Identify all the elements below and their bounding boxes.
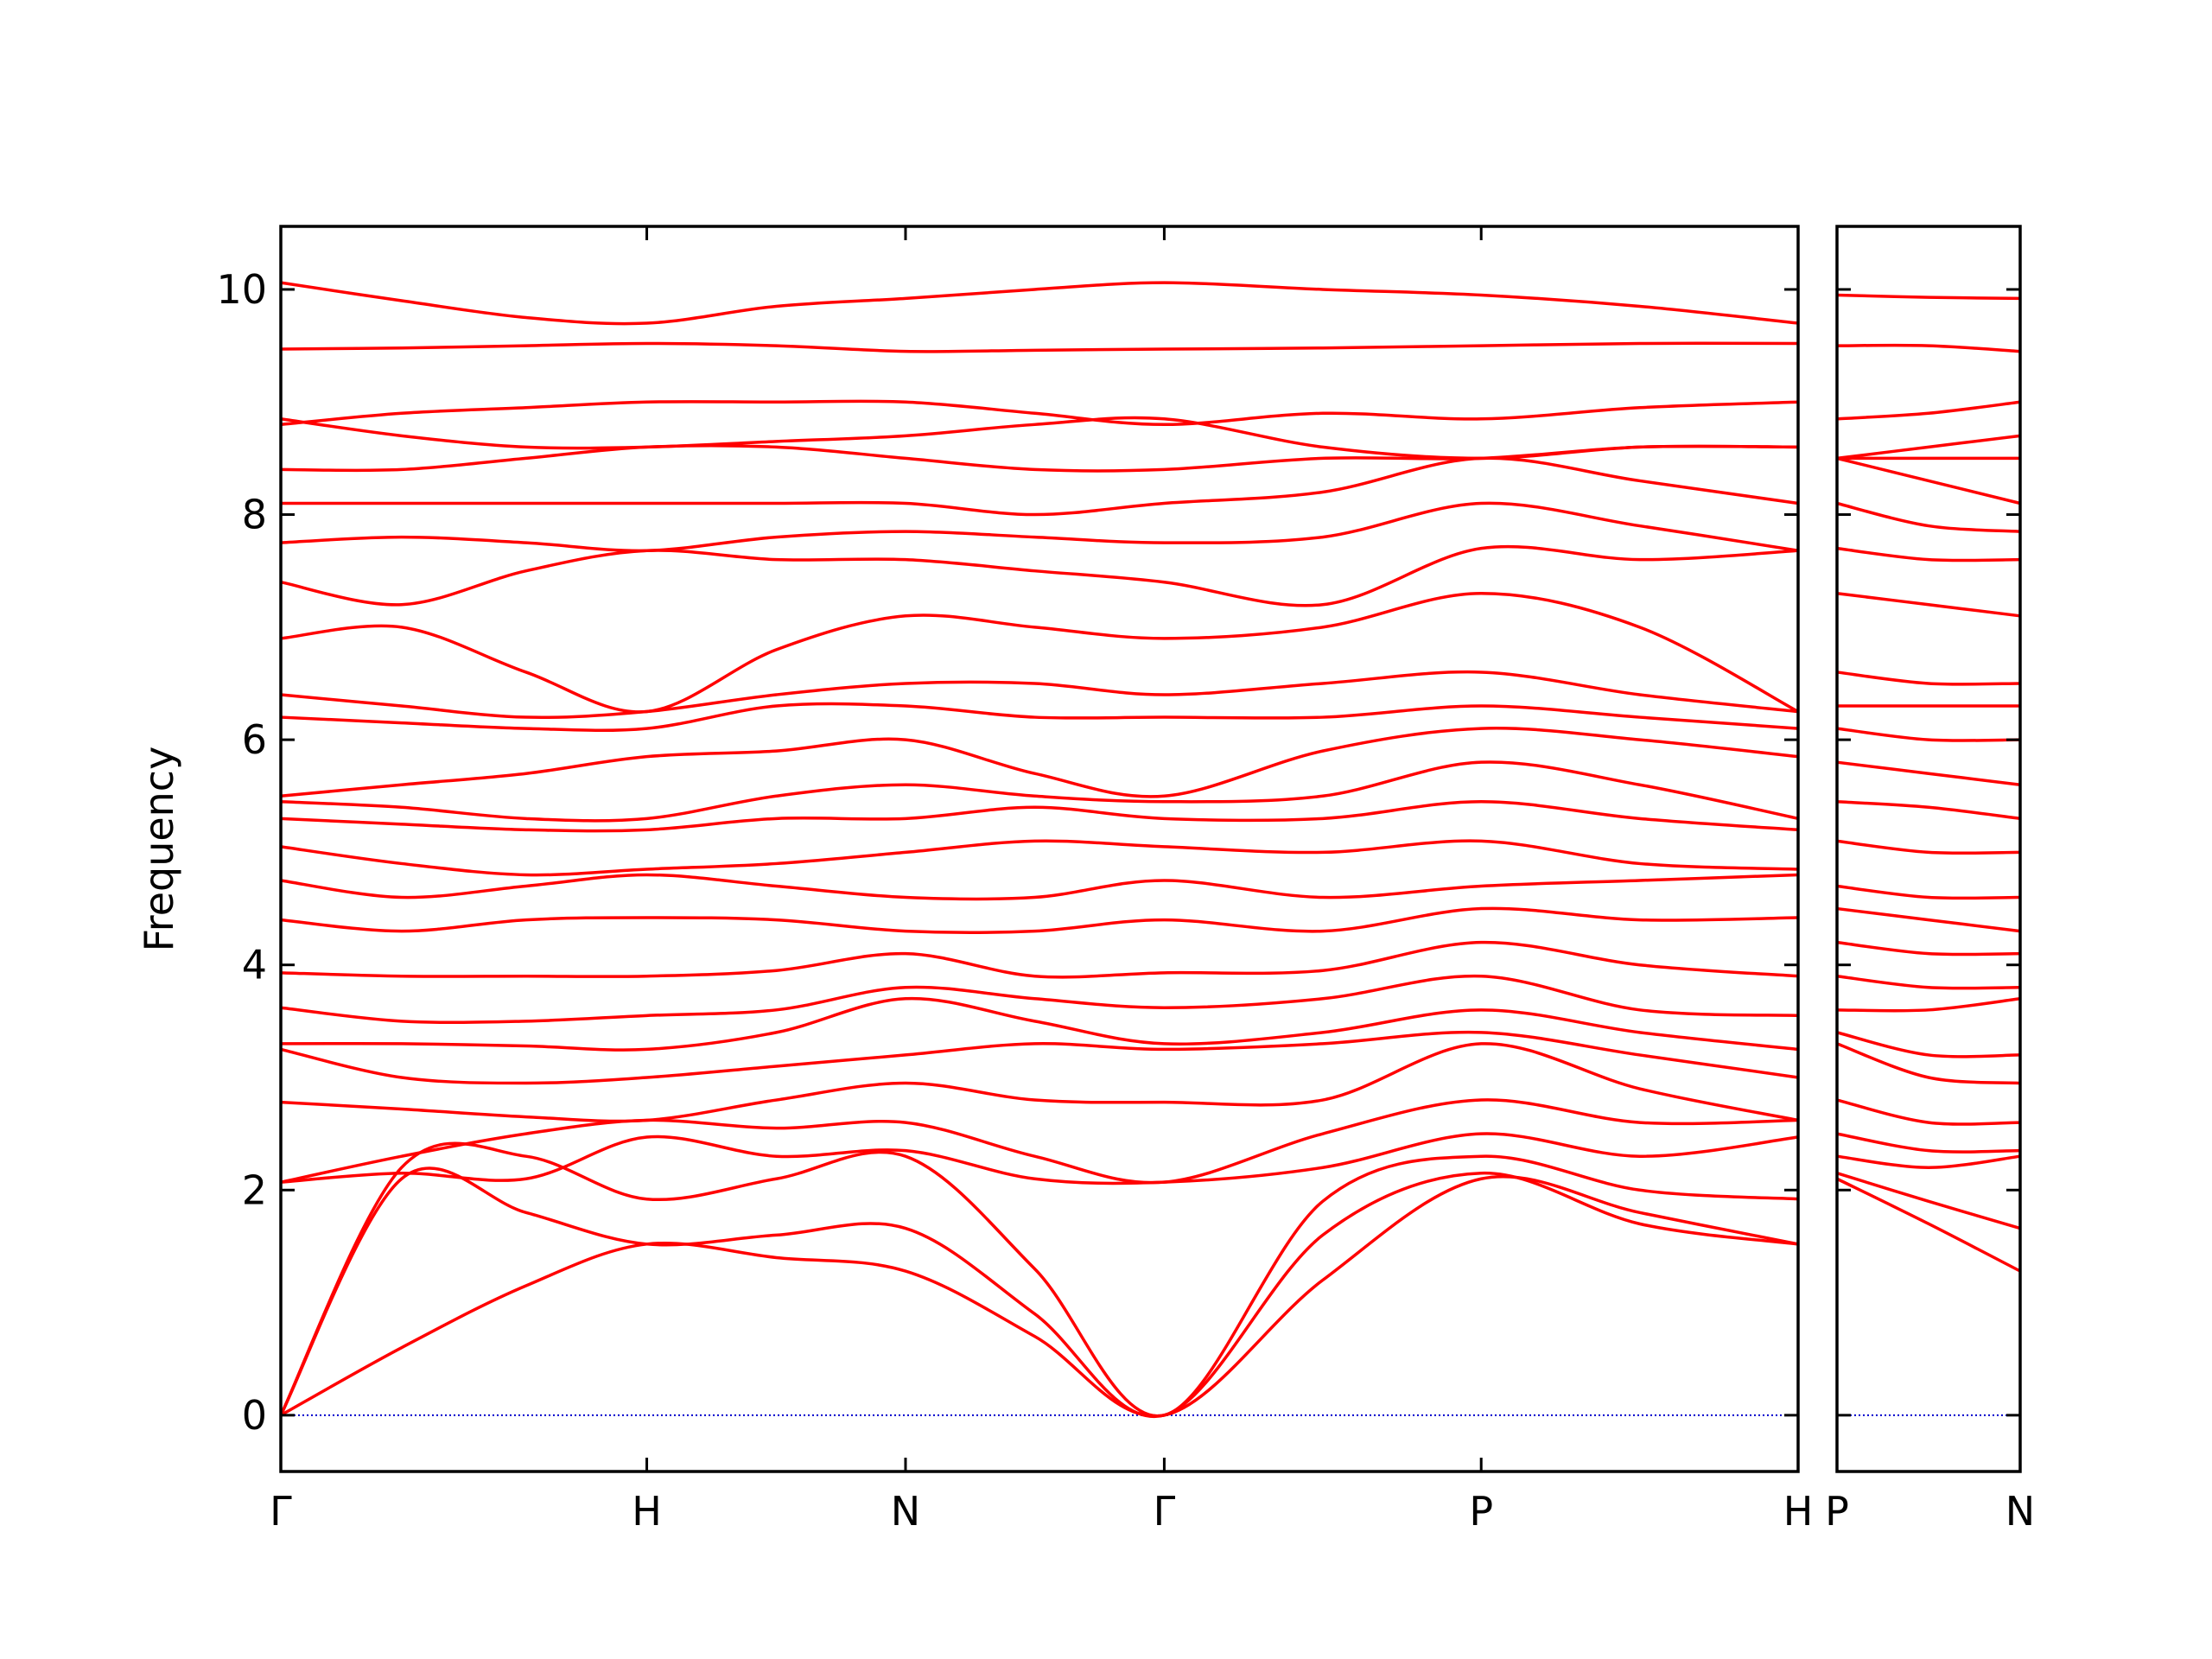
band-line xyxy=(1836,592,2021,618)
band-line xyxy=(281,456,1799,517)
y-tick-label: 8 xyxy=(242,492,267,538)
band-line xyxy=(1836,906,2021,933)
band-line xyxy=(280,591,1799,714)
band-line xyxy=(1836,884,2021,900)
axes-frame xyxy=(1835,225,2022,1473)
band-line xyxy=(280,1098,1799,1185)
band-line xyxy=(280,399,1799,427)
x-tick-label: N xyxy=(2005,1488,2035,1535)
band-line xyxy=(279,1166,1799,1419)
band-line xyxy=(1836,400,2021,421)
x-tick-label: P xyxy=(1469,1488,1493,1535)
x-tick-label: Γ xyxy=(270,1488,292,1535)
band-line xyxy=(280,702,1799,733)
band-line xyxy=(1836,940,2021,957)
axes-frame xyxy=(279,225,1800,1473)
band-line xyxy=(280,544,1799,607)
y-tick-label: 4 xyxy=(242,942,267,988)
band-line xyxy=(1836,1132,2021,1154)
band-line xyxy=(280,1132,1799,1185)
band-line xyxy=(1836,1031,2021,1058)
band-line xyxy=(1836,1177,2021,1273)
band-line xyxy=(1836,1042,2021,1085)
band-line xyxy=(1836,671,2021,686)
band-line xyxy=(280,727,1799,798)
band-line xyxy=(280,760,1799,823)
y-tick-label: 6 xyxy=(242,716,267,763)
band-line xyxy=(1836,456,2021,505)
band-line xyxy=(280,670,1799,720)
band-line xyxy=(1836,1172,2021,1230)
band-line xyxy=(1836,760,2021,786)
band-line xyxy=(280,1030,1799,1085)
band-line xyxy=(280,940,1799,979)
band-line xyxy=(1836,293,2021,301)
band-line xyxy=(280,341,1799,353)
x-tick-label: H xyxy=(632,1488,662,1535)
band-line xyxy=(280,800,1799,833)
band-line xyxy=(280,996,1799,1052)
band-line xyxy=(280,501,1799,553)
y-tick-label: 10 xyxy=(216,266,267,313)
plot-area xyxy=(1836,293,2021,1416)
plot-area xyxy=(279,281,1799,1419)
x-tick-label: N xyxy=(891,1488,920,1535)
band-line xyxy=(280,873,1799,901)
band-line xyxy=(1836,501,2021,533)
band-line xyxy=(1836,727,2021,742)
band-line xyxy=(280,906,1799,934)
y-axis-label: Frequency xyxy=(136,747,182,952)
band-line xyxy=(280,281,1799,326)
band-line xyxy=(280,416,1799,461)
band-line xyxy=(1836,974,2021,990)
band-line xyxy=(280,1174,1799,1418)
x-tick-label: Γ xyxy=(1154,1488,1176,1535)
band-line xyxy=(1836,997,2021,1013)
band-line xyxy=(1836,434,2021,461)
band-line xyxy=(1836,800,2021,821)
band-line xyxy=(1836,343,2021,353)
band-line xyxy=(1836,546,2021,563)
band-line xyxy=(1836,1154,2021,1169)
band-line xyxy=(1836,1098,2021,1126)
y-tick-label: 0 xyxy=(242,1392,267,1439)
x-tick-label: P xyxy=(1825,1488,1849,1535)
y-tick-label: 2 xyxy=(242,1166,267,1213)
band-line xyxy=(280,1042,1799,1123)
band-line xyxy=(279,1141,1799,1418)
band-line xyxy=(280,839,1799,877)
x-tick-label: H xyxy=(1783,1488,1814,1535)
band-line xyxy=(1836,839,2021,855)
band-line xyxy=(280,974,1799,1025)
